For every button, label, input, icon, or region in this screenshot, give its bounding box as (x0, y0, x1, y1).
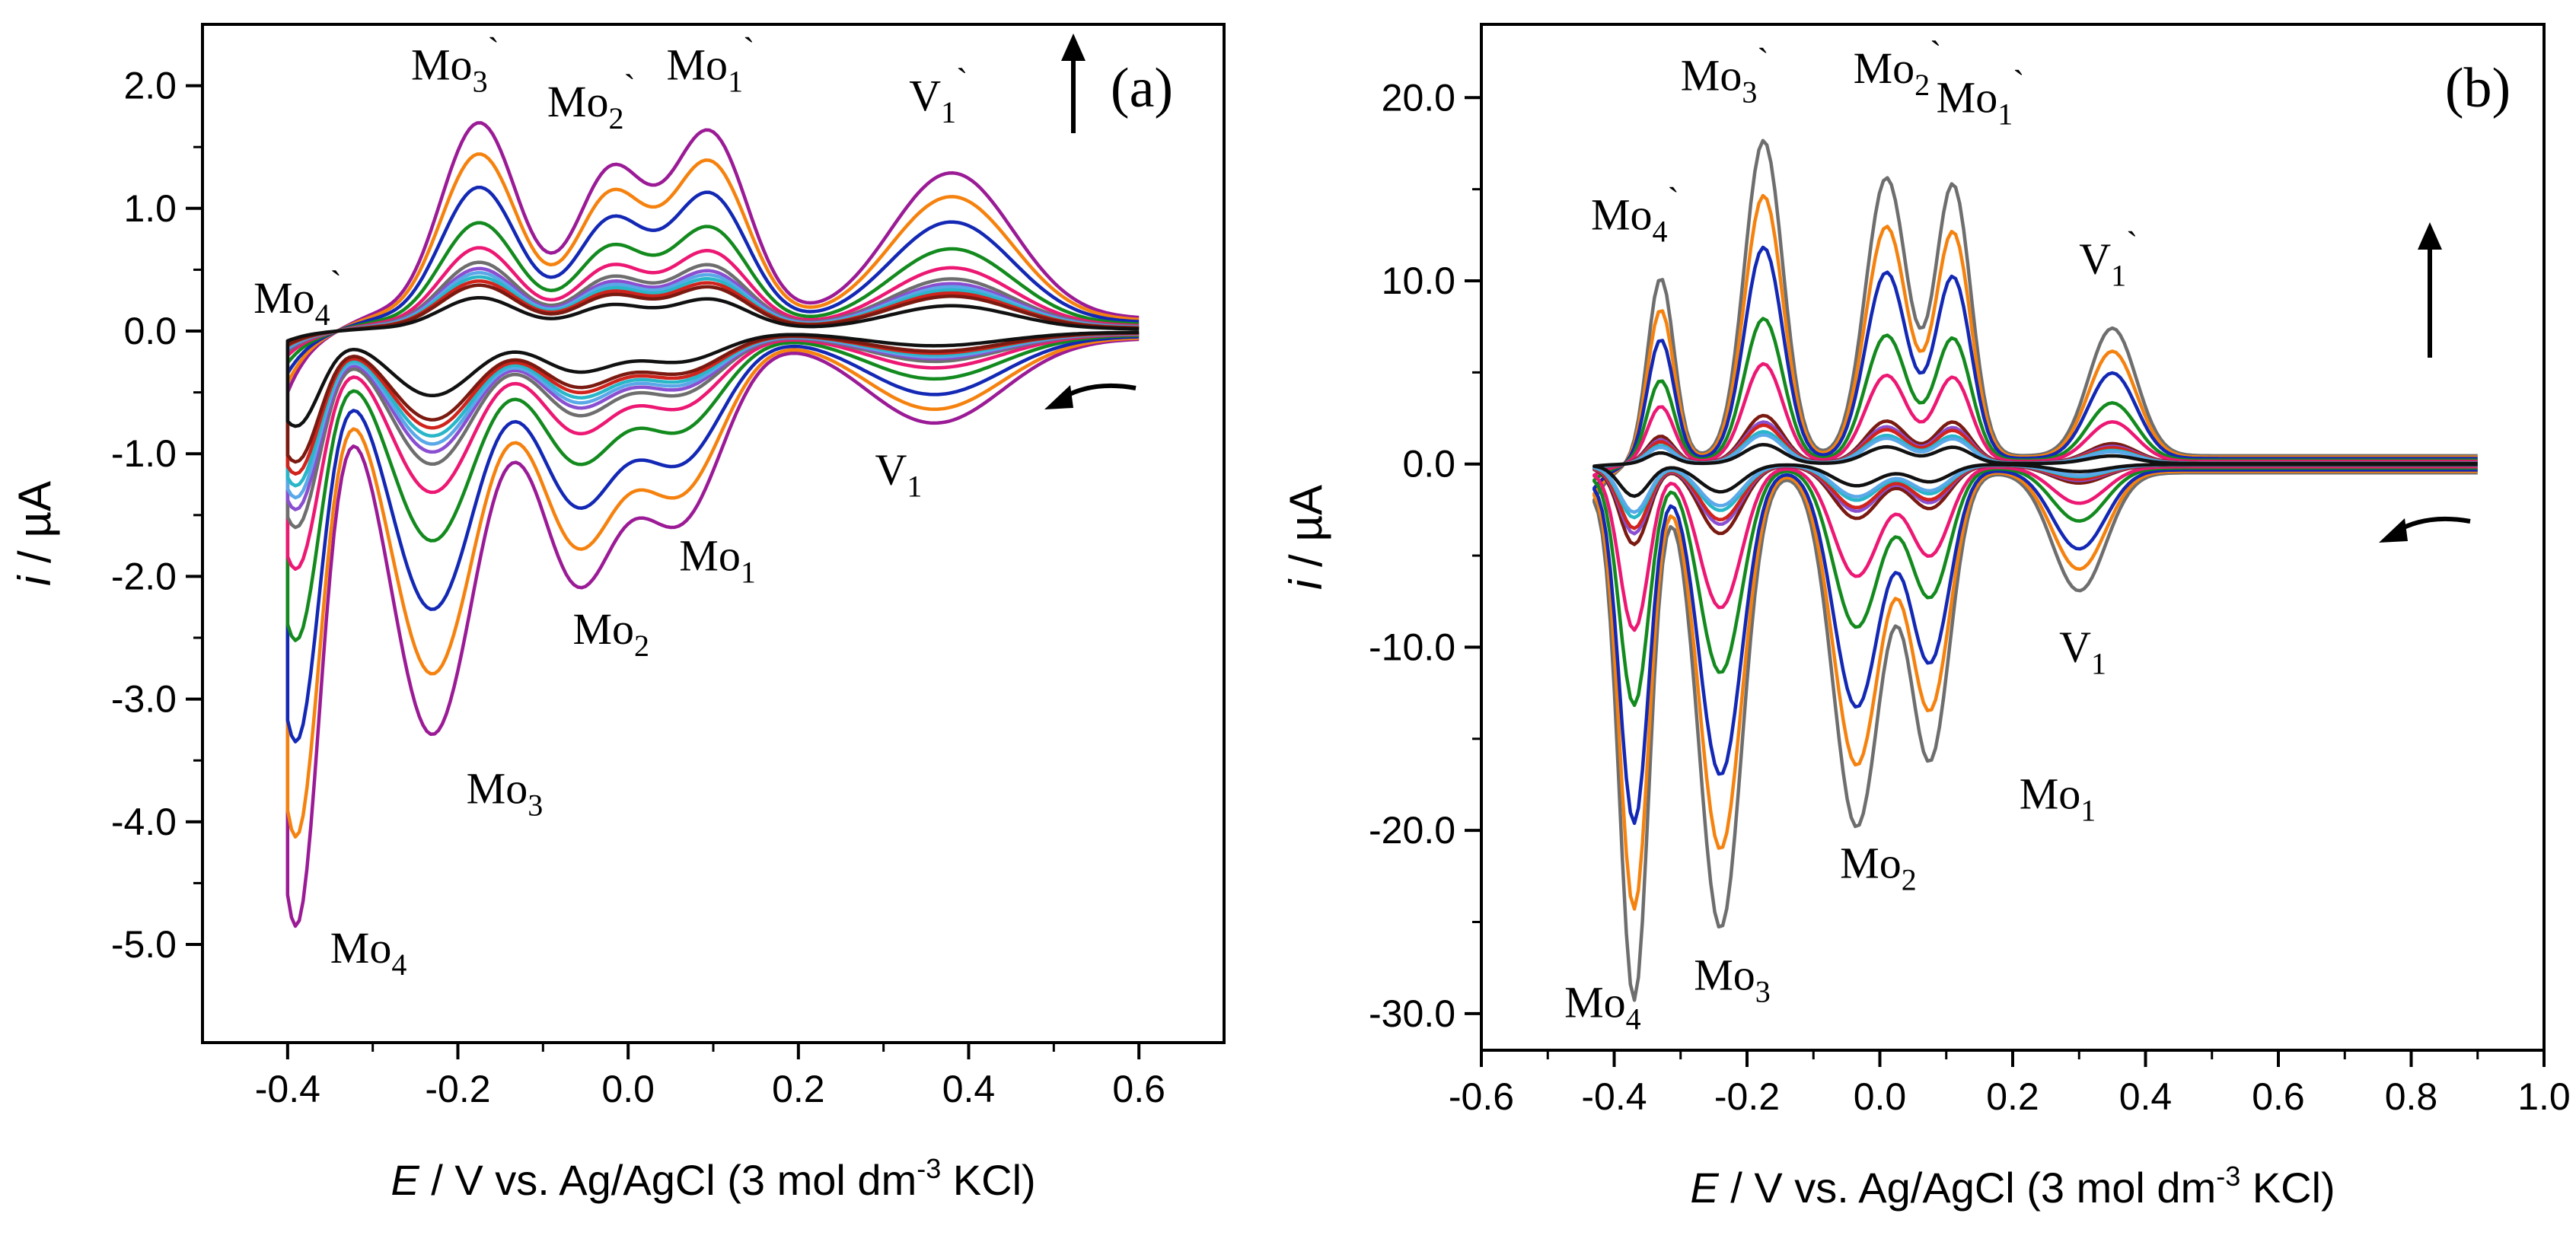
x-tick-label: 0.4 (942, 1068, 996, 1110)
peak-label: Mo4` (1591, 180, 1679, 249)
peak-label: Mo1 (679, 530, 756, 589)
y-tick-label: 0.0 (123, 310, 177, 352)
x-tick-label: 0.2 (772, 1068, 825, 1110)
panel-label: (b) (2445, 57, 2511, 119)
x-tick-label: 0.4 (2119, 1075, 2173, 1118)
peak-label: Mo2 (572, 604, 649, 663)
y-tick-label: 10.0 (1382, 260, 1455, 302)
y-tick-label: 20.0 (1382, 76, 1455, 119)
arrow-head-icon (2418, 222, 2442, 250)
y-tick-label: -4.0 (111, 801, 177, 843)
cv-curves (1592, 139, 2478, 1002)
x-tick-label: 0.6 (2252, 1075, 2305, 1118)
peak-label: V1 (2059, 623, 2106, 681)
arrow-head-icon (1061, 33, 1086, 61)
x-tick-label: -0.4 (1581, 1075, 1647, 1118)
peak-label: Mo3` (1681, 41, 1769, 110)
sweep-arrow-head-icon (1044, 385, 1073, 409)
peak-label: Mo3 (467, 764, 544, 823)
peak-label: Mo4 (330, 923, 407, 982)
y-tick-label: -5.0 (111, 923, 177, 966)
y-tick-label: -1.0 (111, 432, 177, 475)
cv-series-green (1592, 317, 2478, 708)
peak-label: Mo4` (253, 263, 342, 332)
y-tick-label: -2.0 (111, 555, 177, 597)
x-axis-title: E / V vs. Ag/AgCl (3 mol dm-3 KCl) (1690, 1161, 2335, 1212)
cv-curves (285, 121, 1140, 928)
x-tick-label: -0.6 (1449, 1075, 1514, 1118)
y-tick-label: -30.0 (1369, 992, 1455, 1035)
x-tick-label: 0.8 (2385, 1075, 2438, 1118)
y-tick-label: -10.0 (1369, 626, 1455, 668)
x-tick-label: -0.4 (255, 1068, 320, 1110)
peak-label: Mo1 (2020, 769, 2096, 827)
cv-series-black (1592, 442, 2478, 498)
sweep-direction-arrow-icon (2396, 516, 2471, 533)
peak-label: Mo3 (1694, 951, 1771, 1009)
peak-label: V1` (2079, 224, 2138, 292)
x-tick-label: 1.0 (2517, 1075, 2571, 1118)
cv-series-orange (285, 152, 1140, 839)
peak-label: Mo2 (1840, 839, 1917, 897)
cv-series-blue (1592, 245, 2478, 826)
x-tick-label: 0.2 (1986, 1075, 2039, 1118)
y-tick-label: -3.0 (111, 678, 177, 721)
x-tick-label: 0.0 (601, 1068, 655, 1110)
peak-label: Mo2` (1854, 33, 1942, 102)
x-tick-label: 0.6 (1112, 1068, 1165, 1110)
y-axis-title: i / µA (1280, 485, 1331, 590)
x-axis-title: E / V vs. Ag/AgCl (3 mol dm-3 KCl) (391, 1153, 1035, 1204)
peak-label: Mo1` (666, 30, 754, 99)
y-tick-label: 0.0 (1402, 443, 1455, 486)
cv-series-black (285, 295, 1140, 428)
panel-a-chart: -0.4 -0.2 0.0 0.2 0.4 0.6 -5.0 -4.0 -3.0 -2.0 -1.0… (9, 23, 1226, 1204)
y-tick-label: -20.0 (1369, 809, 1455, 852)
y-axis-title: i / µA (9, 481, 60, 586)
peak-label: Mo4 (1564, 978, 1641, 1037)
y-tick-label: 1.0 (123, 187, 177, 230)
peak-label: V1` (909, 61, 968, 129)
peak-label: V1 (875, 445, 922, 504)
peak-label: Mo2` (547, 67, 636, 135)
x-tick-label: -0.2 (425, 1068, 490, 1110)
sweep-arrow-head-icon (2379, 518, 2408, 543)
peak-label: Mo3` (411, 30, 499, 99)
peak-label: Mo1` (1937, 63, 2025, 132)
x-tick-label: -0.2 (1714, 1075, 1780, 1118)
y-tick-label: 2.0 (123, 65, 177, 107)
panel-label: (a) (1111, 57, 1173, 119)
cv-series-gray (1592, 139, 2478, 1002)
sweep-direction-arrow-icon (1062, 383, 1137, 400)
x-tick-label: 0.0 (1854, 1075, 1907, 1118)
panel-b-chart: -0.6 -0.4 -0.2 0.0 0.2 0.4 0.6 0.8 1.0 -30.0 -20.0… (1280, 23, 2571, 1212)
